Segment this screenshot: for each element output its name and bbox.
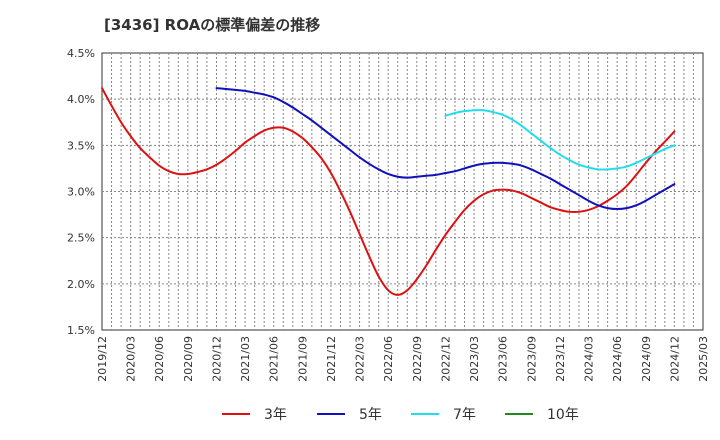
series-line-1 (101, 87, 676, 296)
y-tick-label: 3.0% (67, 186, 95, 199)
x-tick-label: 2020/12 (210, 336, 223, 382)
legend-label-2: 5年 (359, 407, 382, 423)
x-tick-label: 2021/06 (268, 336, 281, 382)
y-tick-label: 4.0% (67, 93, 95, 106)
y-tick-label: 3.5% (67, 139, 95, 152)
x-tick-label: 2020/03 (125, 336, 138, 382)
x-tick-label: 2020/09 (182, 336, 195, 382)
x-tick-label: 2023/06 (497, 336, 510, 382)
axis-layer: 1.5% 2.0% 2.5% 3.0% 3.5% 4.0% 4.5% 2019/12 2020/… (67, 47, 710, 382)
series-layer (101, 87, 676, 296)
x-tick-label: 2022/06 (382, 336, 395, 382)
x-tick-label: 2024/12 (668, 336, 681, 382)
x-tick-label: 2021/12 (325, 336, 338, 382)
x-tick-label: 2023/12 (554, 336, 567, 382)
x-tick-label: 2024/03 (583, 336, 596, 382)
chart-title: [3436] ROAの標準偏差の推移 (104, 16, 321, 34)
x-tick-label: 2024/06 (611, 336, 624, 382)
x-tick-label: 2021/03 (239, 336, 252, 382)
x-tick-label: 2023/03 (468, 336, 481, 382)
x-tick-label: 2021/09 (296, 336, 309, 382)
x-tick-label: 2020/06 (153, 336, 166, 382)
series-line-3 (444, 109, 676, 171)
series-line-2 (215, 87, 676, 211)
x-tick-label: 2024/09 (640, 336, 653, 382)
x-tick-label: 2023/09 (525, 336, 538, 382)
legend: 3年 5年 7年 10年 (222, 407, 579, 423)
legend-label-4: 10年 (547, 407, 579, 423)
legend-label-3: 7年 (453, 407, 476, 423)
grid-layer (101, 52, 704, 331)
x-tick-label: 2025/03 (697, 336, 710, 382)
y-tick-label: 4.5% (67, 47, 95, 60)
y-tick-label: 2.0% (67, 278, 95, 291)
x-tick-label: 2022/03 (354, 336, 367, 382)
x-tick-label: 2022/09 (411, 336, 424, 382)
legend-label-1: 3年 (264, 407, 287, 423)
x-tick-label: 2019/12 (96, 336, 109, 382)
y-tick-label: 2.5% (67, 232, 95, 245)
y-tick-label: 1.5% (67, 324, 95, 337)
x-tick-label: 2022/12 (439, 336, 452, 382)
